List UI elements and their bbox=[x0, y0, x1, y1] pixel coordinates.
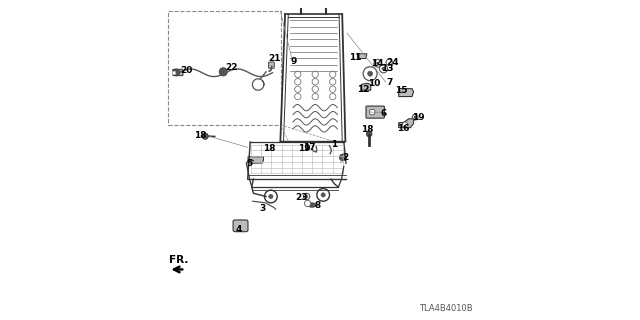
FancyBboxPatch shape bbox=[173, 69, 183, 76]
Text: 11: 11 bbox=[349, 53, 362, 62]
Circle shape bbox=[403, 122, 408, 127]
Text: 14: 14 bbox=[371, 59, 383, 68]
Text: 3: 3 bbox=[260, 204, 266, 213]
Polygon shape bbox=[248, 157, 264, 163]
Bar bbox=[168, 11, 281, 125]
Text: 15: 15 bbox=[395, 86, 407, 95]
Circle shape bbox=[321, 193, 325, 197]
Text: 8: 8 bbox=[315, 202, 321, 211]
Text: 7: 7 bbox=[386, 78, 392, 87]
Text: 21: 21 bbox=[269, 54, 281, 63]
FancyBboxPatch shape bbox=[172, 70, 175, 74]
Circle shape bbox=[173, 69, 180, 76]
Text: 16: 16 bbox=[397, 124, 410, 133]
Circle shape bbox=[369, 109, 375, 115]
Text: 19: 19 bbox=[298, 144, 311, 153]
Text: TLA4B4010B: TLA4B4010B bbox=[419, 304, 472, 313]
Circle shape bbox=[219, 68, 227, 76]
Text: 24: 24 bbox=[387, 58, 399, 67]
Text: FR.: FR. bbox=[169, 255, 189, 265]
Circle shape bbox=[366, 131, 372, 137]
Text: 6: 6 bbox=[380, 108, 387, 117]
FancyBboxPatch shape bbox=[366, 106, 385, 118]
Text: 1: 1 bbox=[331, 140, 337, 149]
Ellipse shape bbox=[308, 203, 316, 207]
Polygon shape bbox=[361, 83, 371, 90]
Polygon shape bbox=[399, 89, 413, 97]
Text: 19: 19 bbox=[412, 113, 425, 122]
Circle shape bbox=[305, 195, 308, 198]
Text: 12: 12 bbox=[356, 85, 369, 94]
Text: 23: 23 bbox=[296, 193, 308, 202]
Text: 17: 17 bbox=[303, 143, 316, 152]
Text: 5: 5 bbox=[246, 159, 253, 168]
Circle shape bbox=[414, 116, 417, 118]
Text: 18: 18 bbox=[263, 144, 275, 153]
Circle shape bbox=[376, 62, 379, 65]
FancyBboxPatch shape bbox=[233, 220, 248, 232]
Circle shape bbox=[367, 71, 372, 76]
Polygon shape bbox=[399, 119, 413, 128]
Text: 10: 10 bbox=[368, 79, 380, 88]
Text: 20: 20 bbox=[180, 66, 192, 75]
Text: 18: 18 bbox=[194, 131, 206, 140]
Circle shape bbox=[269, 194, 273, 199]
Polygon shape bbox=[357, 54, 367, 59]
FancyBboxPatch shape bbox=[269, 62, 275, 68]
Text: 22: 22 bbox=[225, 63, 238, 72]
Text: 2: 2 bbox=[342, 153, 349, 162]
Circle shape bbox=[339, 154, 346, 161]
Circle shape bbox=[382, 67, 385, 70]
Circle shape bbox=[305, 200, 311, 207]
Text: 13: 13 bbox=[381, 63, 394, 73]
Circle shape bbox=[202, 133, 209, 140]
Text: 18: 18 bbox=[361, 125, 373, 134]
Text: 9: 9 bbox=[291, 57, 297, 66]
Text: 4: 4 bbox=[236, 225, 243, 234]
